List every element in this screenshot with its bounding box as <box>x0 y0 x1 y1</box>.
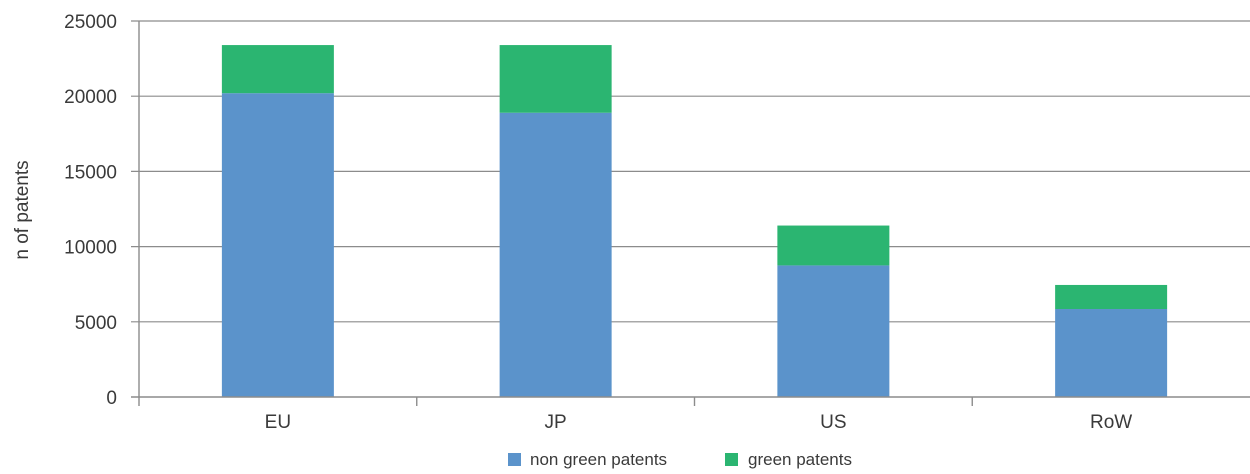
x-tick-labels: EU JP US RoW <box>265 412 1133 433</box>
y-tick-label: 25000 <box>64 12 117 33</box>
y-tick-label: 0 <box>106 388 117 409</box>
x-tick-label: US <box>820 412 846 433</box>
bar-us-green-patents <box>777 225 890 266</box>
x-tick-label: EU <box>265 412 291 433</box>
legend-label: green patents <box>748 450 852 469</box>
legend-swatch-green-patents <box>725 453 738 466</box>
y-tick-label: 5000 <box>75 313 117 334</box>
bar-eu-non-green-patents <box>221 93 334 397</box>
bar-jp-green-patents <box>499 45 612 113</box>
y-axis-title: n of patents <box>12 160 33 259</box>
bars <box>221 45 1168 397</box>
bar-row-green-patents <box>1055 284 1168 310</box>
bar-us-non-green-patents <box>777 265 890 397</box>
y-tick-label: 10000 <box>64 238 117 259</box>
legend-swatch-non-green-patents <box>508 453 521 466</box>
x-tick-label: RoW <box>1090 412 1132 433</box>
bar-row-non-green-patents <box>1055 309 1168 397</box>
bar-eu-green-patents <box>221 45 334 94</box>
x-tick-label: JP <box>545 412 567 433</box>
y-tick-label: 20000 <box>64 87 117 108</box>
bar-jp-non-green-patents <box>499 112 612 397</box>
y-tick-label: 15000 <box>64 162 117 183</box>
legend-label: non green patents <box>530 450 667 469</box>
y-tick-labels: 0 5000 10000 15000 20000 25000 <box>64 12 117 409</box>
legend: non green patents green patents <box>508 450 852 469</box>
axes <box>131 21 1250 406</box>
